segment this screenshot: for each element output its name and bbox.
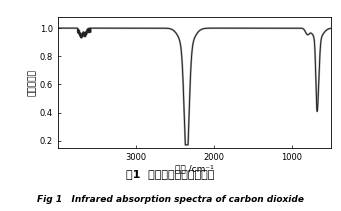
Y-axis label: 相对透过率: 相对透过率 [28, 69, 37, 96]
X-axis label: 波数 /cm⁻¹: 波数 /cm⁻¹ [175, 164, 214, 173]
Text: Fig 1   Infrared absorption spectra of carbon dioxide: Fig 1 Infrared absorption spectra of car… [37, 195, 304, 204]
Text: 图1  二氧化碳红外吸收光谱: 图1 二氧化碳红外吸收光谱 [126, 169, 215, 179]
